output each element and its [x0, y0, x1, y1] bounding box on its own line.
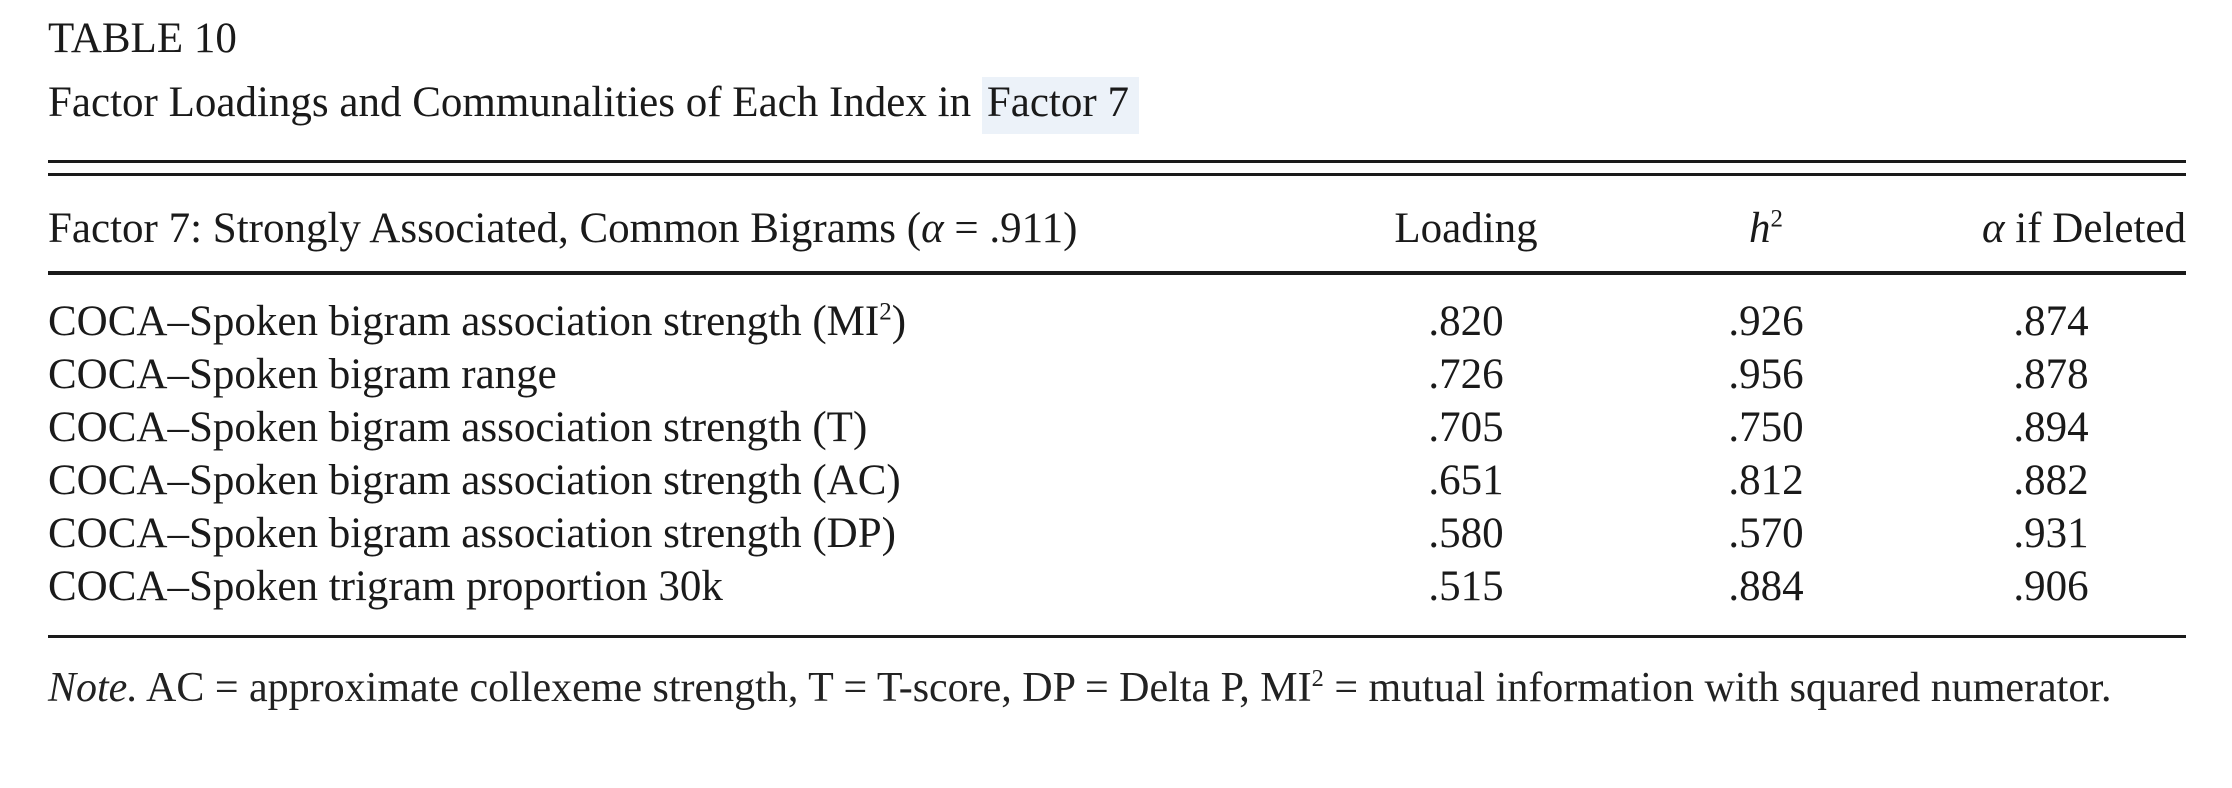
table-header-rule: [48, 271, 2186, 275]
paper-page: TABLE 10 Factor Loadings and Communaliti…: [48, 15, 2186, 715]
table-label: TABLE 10: [48, 15, 237, 62]
cell-loading: .726: [1428, 351, 1504, 398]
index-label-text: COCA–Spoken bigram association strength …: [48, 298, 880, 345]
alpha-symbol: α: [921, 205, 944, 252]
note-text: AC = approximate collexeme strength, T =…: [137, 665, 1312, 711]
cell-loading: .820: [1428, 298, 1504, 345]
table-row: COCA–Spoken bigram association strength …: [48, 295, 2186, 348]
index-label-text: COCA–Spoken bigram association strength …: [48, 510, 896, 557]
cell-index-label: COCA–Spoken bigram association strength …: [48, 401, 1316, 454]
header-communality: h2: [1616, 202, 1916, 255]
table-header-row: Factor 7: Strongly Associated, Common Bi…: [48, 176, 2186, 271]
cell-index-label: COCA–Spoken bigram association strength …: [48, 454, 1316, 507]
index-label-suffix: ): [891, 298, 907, 345]
caption-text: Factor Loadings and Communalities of Eac…: [48, 79, 982, 126]
cell-index-label: COCA–Spoken trigram proportion 30k: [48, 560, 1316, 613]
cell-h2: .750: [1728, 404, 1804, 451]
cell-alpha-if-deleted: .878: [2013, 351, 2089, 398]
table-bottom-rule: [48, 635, 2186, 638]
note-mi-superscript: 2: [1311, 665, 1324, 692]
header-alpha-if-deleted: α if Deleted: [1916, 202, 2186, 255]
table-note: Note. AC = approximate collexeme strengt…: [48, 662, 2186, 715]
note-text-suffix: = mutual information with squared numera…: [1323, 665, 2112, 711]
index-label-superscript: 2: [879, 298, 892, 326]
header-factor-title: Factor 7: Strongly Associated, Common Bi…: [48, 202, 1316, 255]
cell-h2: .884: [1728, 563, 1804, 610]
table-body: COCA–Spoken bigram association strength …: [48, 275, 2186, 635]
note-label: Note.: [48, 665, 138, 711]
cell-index-label: COCA–Spoken bigram association strength …: [48, 295, 1316, 348]
table-row: COCA–Spoken bigram association strength …: [48, 401, 2186, 454]
factor-title-text: Factor 7: Strongly Associated, Common Bi…: [48, 205, 922, 252]
table-row: COCA–Spoken bigram range .726 .956 .878: [48, 348, 2186, 401]
cell-loading: .580: [1428, 510, 1504, 557]
table-caption: Factor Loadings and Communalities of Eac…: [48, 76, 2186, 134]
cell-alpha-if-deleted: .882: [2013, 457, 2089, 504]
table-top-double-rule: [48, 160, 2186, 176]
cell-alpha-if-deleted: .906: [2013, 563, 2089, 610]
index-label-text: COCA–Spoken trigram proportion 30k: [48, 563, 723, 610]
index-label-text: COCA–Spoken bigram association strength …: [48, 457, 901, 504]
cell-alpha-if-deleted: .931: [2013, 510, 2089, 557]
cell-index-label: COCA–Spoken bigram association strength …: [48, 507, 1316, 560]
h-symbol: h: [1749, 205, 1771, 252]
table-row: COCA–Spoken bigram association strength …: [48, 454, 2186, 507]
cell-h2: .570: [1728, 510, 1804, 557]
index-label-text: COCA–Spoken bigram association strength …: [48, 404, 868, 451]
cell-loading: .651: [1428, 457, 1504, 504]
alpha-symbol: α: [1981, 205, 2005, 252]
cell-alpha-if-deleted: .874: [2013, 298, 2089, 345]
alpha-if-deleted-text: if Deleted: [2004, 205, 2186, 252]
cell-h2: .956: [1728, 351, 1804, 398]
table-row: COCA–Spoken bigram association strength …: [48, 507, 2186, 560]
table-row: COCA–Spoken trigram proportion 30k .515 .8…: [48, 560, 2186, 613]
cell-loading: .705: [1428, 404, 1504, 451]
caption-search-highlight: Factor 7: [981, 77, 1139, 134]
cell-h2: .926: [1728, 298, 1804, 345]
cell-index-label: COCA–Spoken bigram range: [48, 348, 1316, 401]
cell-alpha-if-deleted: .894: [2013, 404, 2089, 451]
h-superscript: 2: [1770, 205, 1783, 233]
factor-title-suffix: = .911): [943, 205, 1078, 252]
header-loading: Loading: [1394, 205, 1538, 252]
cell-loading: .515: [1428, 563, 1504, 610]
index-label-text: COCA–Spoken bigram range: [48, 351, 557, 398]
cell-h2: .812: [1728, 457, 1804, 504]
